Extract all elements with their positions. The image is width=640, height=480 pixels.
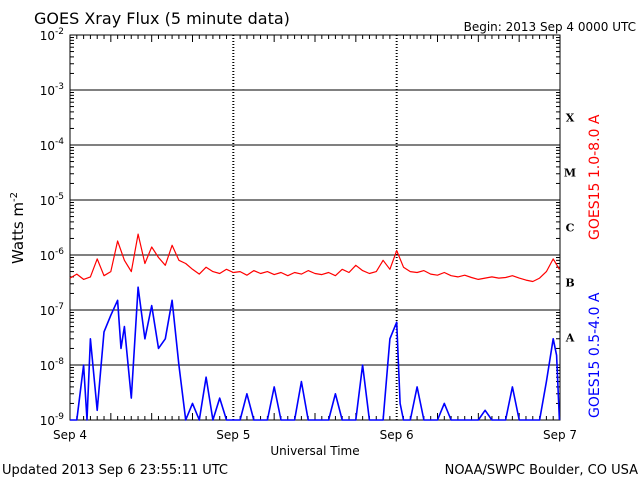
flare-class-labels: A B C M X	[564, 112, 576, 345]
y-axis-label-text: Watts m	[9, 202, 27, 264]
y-tick-label: 10-3	[40, 82, 64, 98]
begin-label: Begin: 2013 Sep 4 0000 UTC	[464, 20, 636, 34]
y-axis-ticks: 10-910-810-710-610-510-410-310-2	[40, 27, 560, 428]
y-tick-base: 10	[40, 29, 55, 43]
y-tick-base: 10	[40, 249, 55, 263]
y-tick-base: 10	[40, 84, 55, 98]
y-tick-label: 10-8	[40, 357, 65, 373]
x-tick-label: Sep 5	[216, 428, 250, 442]
y-tick-label: 10-9	[40, 412, 65, 428]
flare-class-label: B	[565, 277, 574, 290]
legend-short-channel: GOES15 0.5-4.0 A	[587, 292, 603, 418]
y-tick-base: 10	[40, 194, 55, 208]
flare-class-label: X	[566, 112, 575, 125]
y-tick-exponent: -3	[55, 82, 64, 92]
y-tick-base: 10	[40, 139, 55, 153]
y-tick-base: 10	[40, 304, 55, 318]
flare-class-label: M	[564, 167, 576, 180]
y-tick-base: 10	[40, 414, 55, 428]
short-channel-series-line	[70, 286, 561, 421]
y-tick-exponent: -8	[55, 357, 64, 367]
flare-class-label: A	[565, 332, 575, 345]
y-tick-label: 10-6	[40, 247, 65, 263]
flare-class-label: C	[566, 222, 575, 235]
x-tick-label: Sep 7	[543, 428, 577, 442]
y-tick-label: 10-2	[40, 27, 64, 43]
y-tick-exponent: -6	[55, 247, 64, 257]
y-tick-exponent: -7	[55, 302, 64, 312]
credit-label: NOAA/SWPC Boulder, CO USA	[445, 463, 638, 478]
long-channel-series-line	[69, 233, 560, 283]
legend-long-channel: GOES15 1.0-8.0 A	[587, 114, 603, 240]
chart-title: GOES Xray Flux (5 minute data)	[34, 9, 290, 28]
y-tick-base: 10	[40, 359, 55, 373]
y-tick-label: 10-7	[40, 302, 64, 318]
updated-timestamp: Updated 2013 Sep 6 23:55:11 UTC	[2, 463, 228, 478]
day-separators	[232, 35, 398, 420]
x-axis-ticks: Sep 4 Sep 5 Sep 6 Sep 7	[53, 35, 577, 442]
x-tick-label: Sep 4	[53, 428, 87, 442]
y-tick-exponent: -4	[55, 137, 64, 147]
y-tick-label: 10-5	[40, 192, 64, 208]
x-axis-label: Universal Time	[270, 444, 359, 458]
y-tick-exponent: -9	[55, 412, 64, 422]
y-axis-label-exponent: -2	[9, 192, 20, 202]
y-tick-exponent: -5	[55, 192, 64, 202]
y-tick-label: 10-4	[40, 137, 65, 153]
x-tick-label: Sep 6	[380, 428, 414, 442]
y-axis-label: Watts m-2	[9, 192, 27, 264]
y-tick-exponent: -2	[55, 27, 64, 37]
